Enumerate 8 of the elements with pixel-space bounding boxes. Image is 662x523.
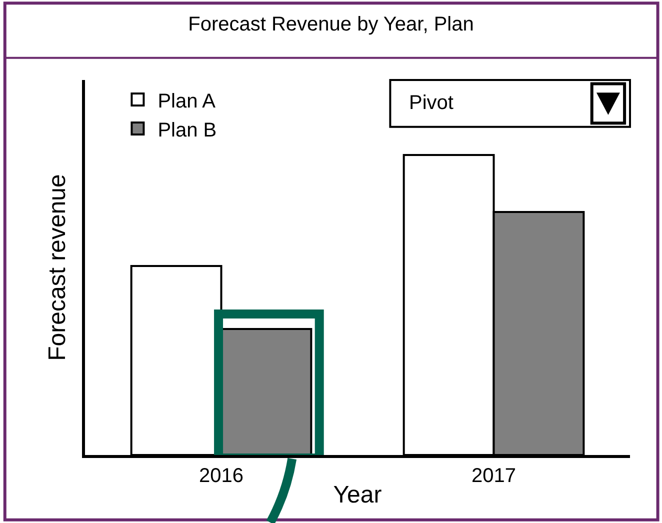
text: Pivot (409, 92, 454, 114)
chart-title: Forecast Revenue by Year, Plan (188, 14, 474, 36)
legend-label: Plan B (158, 119, 217, 142)
y-axis-title: Forecast revenue (44, 174, 72, 361)
x-tick-label: 2016 (199, 465, 244, 487)
x-tick-label: 2017 (472, 465, 516, 487)
x-axis-title: Year (333, 481, 382, 508)
legend-label: Plan A (158, 90, 216, 112)
